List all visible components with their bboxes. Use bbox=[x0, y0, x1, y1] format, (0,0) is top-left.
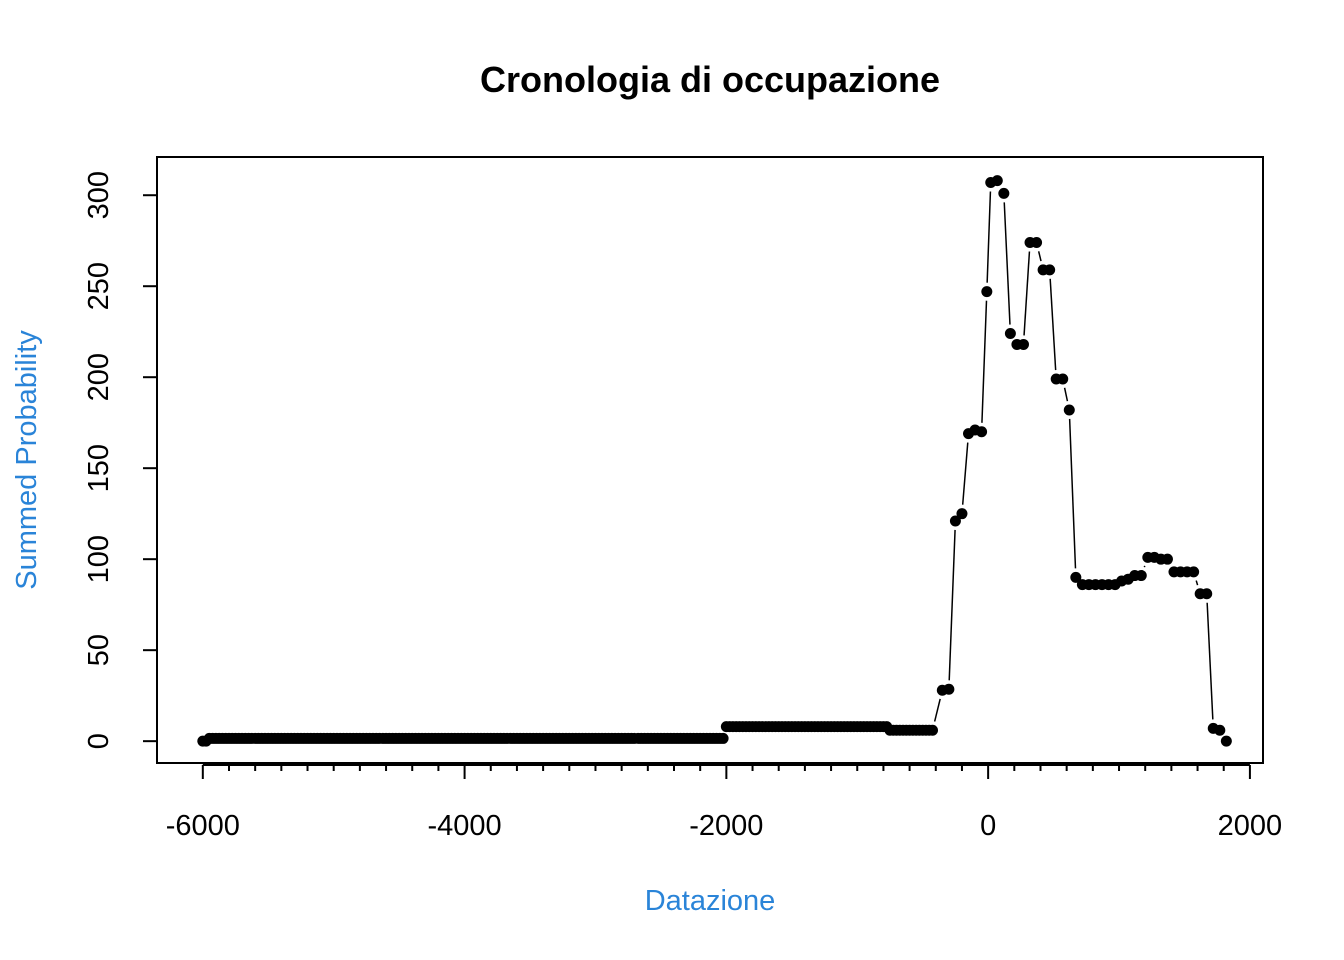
series-segment bbox=[1003, 202, 1011, 325]
series-segment bbox=[948, 529, 956, 681]
y-tick-label: 250 bbox=[83, 262, 115, 310]
y-tick-label: 200 bbox=[83, 353, 115, 401]
x-axis-label: Datazione bbox=[645, 885, 776, 917]
x-tick-label: -4000 bbox=[427, 810, 501, 842]
data-point bbox=[1135, 570, 1147, 582]
series-segment bbox=[1063, 387, 1069, 402]
data-point bbox=[927, 724, 939, 736]
data-point bbox=[1188, 566, 1200, 578]
x-tick-label: -6000 bbox=[166, 810, 240, 842]
series-segment bbox=[986, 191, 992, 283]
series-segment bbox=[1068, 418, 1077, 569]
data-point bbox=[943, 683, 955, 695]
data-point bbox=[1031, 237, 1043, 249]
y-axis-label: Summed Probability bbox=[11, 330, 43, 590]
data-point bbox=[956, 508, 968, 520]
data-point bbox=[1063, 404, 1075, 416]
data-point bbox=[1220, 735, 1232, 747]
data-point bbox=[981, 286, 993, 298]
chart-title: Cronologia di occupazione bbox=[480, 59, 940, 100]
y-tick-label: 0 bbox=[83, 733, 115, 749]
x-tick-label: -2000 bbox=[689, 810, 763, 842]
x-axis: -6000 -4000 -2000 0 2000 bbox=[166, 764, 1283, 842]
data-point bbox=[1214, 724, 1226, 736]
data-point bbox=[1004, 328, 1016, 340]
data-point bbox=[998, 187, 1010, 199]
series-segment bbox=[1049, 278, 1057, 371]
y-tick-label: 50 bbox=[83, 634, 115, 666]
data-point bbox=[1017, 338, 1029, 350]
data-point bbox=[1161, 553, 1173, 565]
y-tick-label: 150 bbox=[83, 444, 115, 492]
plot-frame bbox=[156, 156, 1264, 764]
series-segment bbox=[981, 300, 988, 423]
y-axis: 0 50 100 150 200 250 300 bbox=[83, 171, 158, 749]
data-point bbox=[1070, 571, 1082, 583]
series-segment bbox=[961, 442, 969, 505]
data-point bbox=[717, 732, 729, 744]
y-tick-label: 100 bbox=[83, 535, 115, 583]
data-point bbox=[949, 515, 961, 527]
series-segment bbox=[1037, 251, 1042, 262]
data-point bbox=[1201, 588, 1213, 600]
x-tick-label: 2000 bbox=[1218, 810, 1283, 842]
series-segment bbox=[1195, 580, 1199, 586]
data-series bbox=[197, 175, 1232, 747]
data-point bbox=[976, 426, 988, 438]
data-point bbox=[991, 175, 1003, 187]
data-point bbox=[1057, 373, 1069, 385]
y-tick-label: 300 bbox=[83, 171, 115, 219]
series-segment bbox=[933, 698, 941, 722]
data-point bbox=[1044, 264, 1056, 276]
x-tick-label: 0 bbox=[980, 810, 996, 842]
series-segment bbox=[1023, 251, 1031, 336]
series-segment bbox=[1206, 602, 1214, 720]
